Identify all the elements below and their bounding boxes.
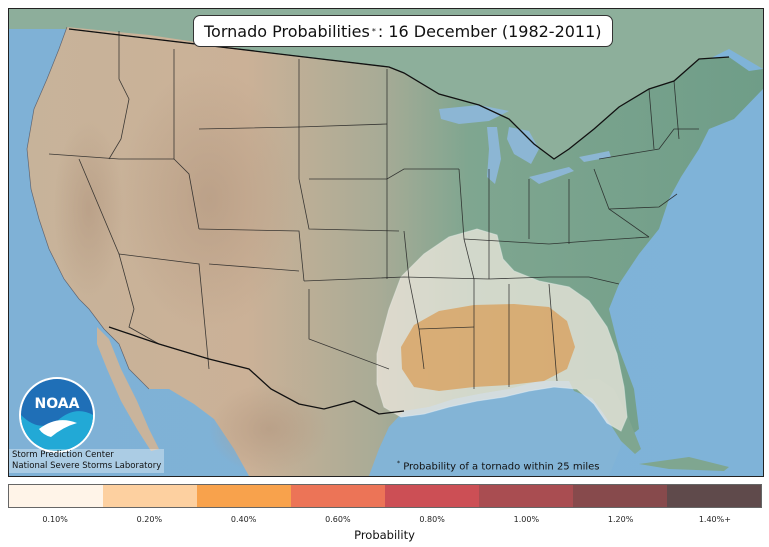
lake-huron	[507, 127, 539, 164]
legend-labels: 0.10% 0.20% 0.40% 0.60% 0.80% 1.00% 1.20…	[8, 515, 762, 527]
noaa-logo-text: NOAA	[35, 396, 80, 412]
legend-swatch-1	[103, 485, 197, 507]
legend-swatch-3	[291, 485, 385, 507]
footnote: * Probability of a tornado within 25 mil…	[397, 460, 600, 472]
footnote-text: Probability of a tornado within 25 miles	[403, 461, 600, 473]
map-title: Tornado Probabilities * : 16 December (1…	[193, 15, 613, 47]
credit-block: Storm Prediction Center National Severe …	[9, 449, 165, 473]
national-borders	[68, 28, 730, 415]
legend-label-1: 0.20%	[136, 515, 163, 524]
footnote-marker: *	[397, 460, 400, 467]
legend-label-2: 0.40%	[230, 515, 257, 524]
legend-label-3: 0.60%	[325, 515, 351, 524]
canada-land	[9, 9, 763, 169]
baja-california	[97, 327, 159, 451]
lake-superior	[439, 105, 509, 124]
legend-swatch-4	[385, 485, 479, 507]
map-panel: Tornado Probabilities * : 16 December (1…	[8, 8, 764, 477]
rocky-mountains	[119, 69, 299, 329]
legend-swatch-2	[197, 485, 291, 507]
sierra-shading	[54, 119, 124, 299]
legend-label-4: 0.80%	[419, 515, 445, 524]
legend-label-0: 0.10%	[42, 515, 68, 524]
title-marker: *	[371, 26, 376, 36]
legend-swatch-6	[573, 485, 667, 507]
legend-color-bar	[8, 484, 762, 508]
legend-label-6: 1.20%	[607, 515, 634, 524]
credit-line-1: Storm Prediction Center	[12, 450, 114, 460]
lake-michigan	[487, 127, 501, 184]
lake-ontario	[579, 151, 611, 162]
lake-erie	[529, 167, 574, 184]
gulf-of-mexico	[369, 381, 624, 476]
title-date-range: : 16 December (1982-2011)	[377, 21, 602, 41]
coastline	[26, 26, 150, 390]
legend-label-5: 1.00%	[513, 515, 540, 524]
florida	[569, 379, 641, 454]
legend-swatch-7	[667, 485, 761, 507]
us-map	[9, 9, 763, 476]
probability-region-0.20	[401, 304, 575, 391]
credit-line-2: National Severe Storms Laboratory	[12, 461, 162, 471]
title-main: Tornado Probabilities	[204, 21, 370, 41]
legend-swatch-0	[9, 485, 103, 507]
legend-swatch-5	[479, 485, 573, 507]
noaa-logo: NOAA	[19, 377, 95, 453]
state-boundaries	[48, 28, 699, 389]
legend-title: Probability	[354, 528, 415, 542]
legend-label-7: 1.40%+	[698, 515, 731, 524]
cuba	[639, 457, 729, 471]
mexico-mountains	[209, 384, 329, 474]
